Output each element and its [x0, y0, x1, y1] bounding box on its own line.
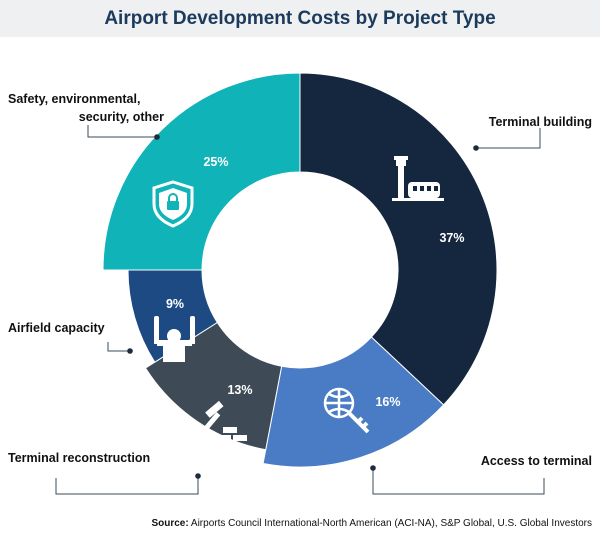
label-access-to-terminal: Access to terminal [481, 454, 592, 468]
value-label-access-to-terminal: 16% [375, 395, 400, 409]
label-safety-line-2: security, other [79, 110, 164, 124]
leader-dot-terminal-reconstruction [195, 473, 201, 479]
control-tower-icon [392, 156, 444, 201]
label-terminal-reconstruction: Terminal reconstruction [8, 451, 150, 465]
slice-safety [102, 72, 301, 271]
source-label: Source: [151, 518, 189, 529]
label-terminal-building: Terminal building [489, 115, 592, 129]
value-label-safety: 25% [203, 155, 228, 169]
label-airfield-capacity: Airfield capacity [8, 321, 105, 335]
key-globe-icon [323, 387, 370, 434]
leader-line-terminal-building [476, 128, 541, 149]
leader-line-airfield-capacity [107, 342, 130, 352]
leader-dot-safety [154, 134, 160, 140]
value-label-terminal-building: 37% [439, 231, 464, 245]
leader-dot-access-to-terminal [370, 465, 376, 471]
hammer-bricks-icon [198, 400, 247, 441]
slice-terminal-building [299, 72, 498, 406]
leader-line-safety [87, 125, 157, 138]
value-label-terminal-reconstruction: 13% [227, 383, 252, 397]
source-note: Source: Airports Council International-N… [151, 518, 592, 529]
leader-line-access-to-terminal [372, 468, 545, 495]
chart-title: Airport Development Costs by Project Typ… [104, 8, 496, 29]
leader-dot-airfield-capacity [127, 348, 133, 354]
marshaller-icon [154, 316, 195, 362]
leader-line-terminal-reconstruction [55, 476, 199, 495]
value-label-airfield-capacity: 9% [166, 297, 184, 311]
title-bar [0, 0, 600, 37]
leader-dot-terminal-building [473, 145, 479, 151]
source-text: Airports Council International-North Ame… [188, 518, 592, 529]
label-safety-line-1: Safety, environmental, [8, 92, 140, 106]
shield-lock-icon [152, 180, 194, 228]
